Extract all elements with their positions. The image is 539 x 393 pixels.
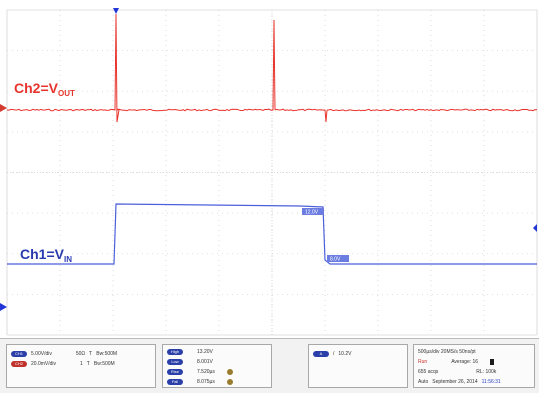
- acquisition-time: 11:56:31: [481, 378, 501, 385]
- measurement-low-badge: Low: [167, 358, 183, 365]
- measurement-fall-badge: Fall: [167, 378, 183, 385]
- ch2-info: 1: [80, 360, 83, 367]
- ch1-label-sub: IN: [64, 255, 72, 264]
- markers: [0, 8, 537, 311]
- measurement-low[interactable]: Low 8.001V: [167, 357, 213, 366]
- scope-display: Ch2=VOUT Ch1=VIN 12.0V 8.0V: [0, 0, 539, 338]
- svg-text:8.0V: 8.0V: [330, 257, 341, 263]
- trigger-badge: A: [313, 350, 329, 357]
- timebase-text: 500µs/div 20MS/s 50ns/pt: [418, 348, 476, 355]
- measurement-high[interactable]: High 13.20V: [167, 347, 213, 356]
- measurement-rise-value: 7.520µs: [197, 368, 215, 375]
- ch1-bw-icon: Ƭ: [89, 350, 93, 357]
- rise-status-icon: [226, 368, 233, 375]
- ch1-label-main: Ch1=V: [20, 246, 65, 262]
- trace-tag-low: 8.0V: [327, 255, 349, 263]
- ch1-ground-marker: [0, 303, 7, 311]
- trigger-panel[interactable]: A / 10.2V: [308, 344, 408, 388]
- measurement-high-badge: High: [167, 348, 183, 355]
- trigger-position-marker: [113, 8, 119, 14]
- record-length: RL: 100k: [476, 368, 497, 375]
- ch2-badge: CH2: [11, 360, 27, 367]
- status-bar: CH1 5.00V/div 50Ω Ƭ Bw:500M CH2 20.0mV/d…: [0, 338, 539, 393]
- ch1-scale: 5.00V/div: [31, 350, 52, 357]
- trigger-slope-icon: /: [333, 350, 335, 357]
- acquisition-indicator-icon: [490, 358, 495, 365]
- measurement-fall[interactable]: Fall 8.075µs: [167, 377, 233, 386]
- ch2-bw: Bw:500M: [93, 360, 115, 367]
- ch1-label: Ch1=VIN: [20, 246, 72, 264]
- acquisition-date: September 26, 2014: [432, 378, 478, 385]
- measurement-fall-value: 8.075µs: [197, 378, 215, 385]
- svg-text:Ch1=VIN: Ch1=VIN: [20, 246, 72, 264]
- trace-tag-high: 12.0V: [302, 208, 324, 216]
- acquisition-clock: Auto September 26, 2014 11:56:31: [418, 377, 501, 386]
- average-mode: Average: 16: [451, 358, 479, 365]
- ch1-vin-trace: [7, 203, 537, 265]
- measurement-high-value: 13.20V: [197, 348, 213, 355]
- measurement-rise-badge: Rise: [167, 368, 183, 375]
- ch2-label: Ch2=VOUT: [14, 80, 75, 98]
- measurement-low-value: 8.001V: [197, 358, 213, 365]
- trigger-mode: Auto: [418, 378, 429, 385]
- fall-status-icon: [226, 378, 233, 385]
- trigger-level: 10.2V: [338, 350, 352, 357]
- ch2-scale: 20.0mV/div: [31, 360, 57, 367]
- trigger-level-marker: [533, 224, 537, 232]
- acquisition-count: 655 acqs RL: 100k: [418, 367, 496, 376]
- display-background: [0, 0, 539, 338]
- ch1-settings[interactable]: CH1 5.00V/div 50Ω Ƭ Bw:500M: [11, 349, 117, 358]
- trigger-settings[interactable]: A / 10.2V: [313, 349, 351, 358]
- acqs-count: 655 acqs: [418, 368, 439, 375]
- svg-text:Ch2=VOUT: Ch2=VOUT: [14, 80, 75, 98]
- ch2-label-sub: OUT: [58, 89, 75, 98]
- ch2-bw-icon: Ƭ: [86, 360, 90, 367]
- ch2-settings[interactable]: CH2 20.0mV/div 1 Ƭ Bw:500M: [11, 359, 115, 368]
- ch2-label-main: Ch2=V: [14, 80, 59, 96]
- ch1-badge: CH1: [11, 350, 27, 357]
- acquisition-mode: Run Average: 16: [418, 357, 495, 366]
- measurement-panel[interactable]: High 13.20V Low 8.001V Rise 7.520µs Fall…: [162, 344, 272, 388]
- svg-text:12.0V: 12.0V: [305, 210, 319, 216]
- ch1-bw: Bw:500M: [96, 350, 118, 357]
- ch1-info: 50Ω: [75, 350, 86, 357]
- acquisition-panel[interactable]: 500µs/div 20MS/s 50ns/pt Run Average: 16…: [413, 344, 535, 388]
- run-state: Run: [418, 358, 428, 365]
- ch2-vout-trace: [6, 13, 538, 123]
- measurement-rise[interactable]: Rise 7.520µs: [167, 367, 233, 376]
- graticule: [6, 9, 538, 336]
- acquisition-timebase: 500µs/div 20MS/s 50ns/pt: [418, 347, 476, 356]
- channel-panel[interactable]: CH1 5.00V/div 50Ω Ƭ Bw:500M CH2 20.0mV/d…: [6, 344, 156, 388]
- ch2-ground-marker: [0, 104, 7, 112]
